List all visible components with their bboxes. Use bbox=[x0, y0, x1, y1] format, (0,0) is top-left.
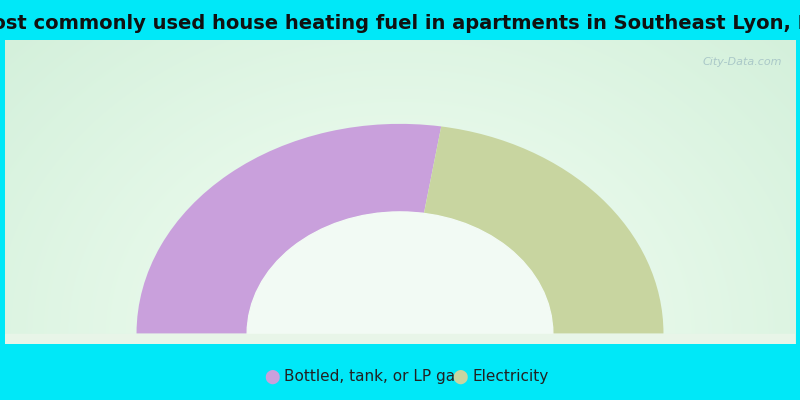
Text: Bottled, tank, or LP gas: Bottled, tank, or LP gas bbox=[284, 369, 463, 384]
Circle shape bbox=[247, 212, 553, 400]
Bar bbox=[5, 334, 795, 346]
Text: Most commonly used house heating fuel in apartments in Southeast Lyon, KY: Most commonly used house heating fuel in… bbox=[0, 14, 800, 33]
Wedge shape bbox=[137, 124, 442, 334]
Text: Electricity: Electricity bbox=[472, 369, 548, 384]
Text: ⬤: ⬤ bbox=[264, 370, 280, 384]
Text: ⬤: ⬤ bbox=[452, 370, 468, 384]
Wedge shape bbox=[424, 126, 663, 334]
Text: City-Data.com: City-Data.com bbox=[702, 57, 782, 67]
